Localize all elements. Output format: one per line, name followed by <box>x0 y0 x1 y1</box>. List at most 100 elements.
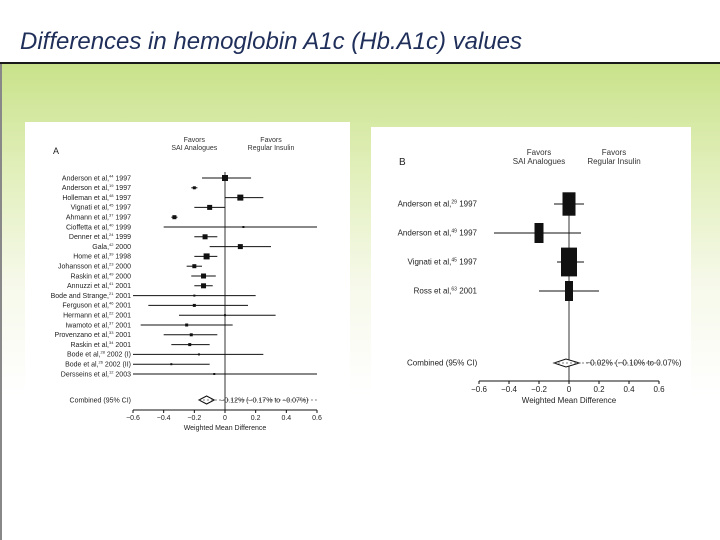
forest-a-combined-diamond <box>197 395 216 405</box>
forest-b-x-tick-label: 0 <box>567 385 572 394</box>
forest-a-study-year: 1999 <box>113 224 131 231</box>
forest-a-x-axis-label: Weighted Mean Difference <box>184 425 267 432</box>
forest-b-study-label: Vignati et al,45 1997 <box>408 258 478 267</box>
forest-a-point-estimate <box>202 234 208 240</box>
forest-a-study-ref: 45 <box>109 203 114 208</box>
forest-a-point-estimate <box>207 204 213 210</box>
forest-a-x-tick-label: −0.4 <box>157 415 171 422</box>
forest-a-study-label: Gala,42 2000 <box>92 242 131 251</box>
forest-a-combined-value: −0.12% (−0.17% to −0.07%) <box>220 397 308 404</box>
forest-b-study-label: Anderson et al,49 1997 <box>398 229 478 238</box>
forest-a-study-year: 1998 <box>113 254 131 261</box>
forest-a-study-ref: 46 <box>109 301 114 306</box>
forest-a-study-label: Ferguson et al,46 2001 <box>62 301 131 310</box>
forest-b-x-tick-label: 0.6 <box>653 385 665 394</box>
forest-a-point-estimate <box>201 273 207 279</box>
forest-plot-a: A Favors SAI Analogues Favors Regular Insuli… <box>51 137 322 432</box>
forest-a-study-name: Ferguson et al, <box>62 303 109 310</box>
forest-a-x-tick-label: 0 <box>223 415 227 422</box>
forest-a-study-label: Bode et al,26 2002 (II) <box>65 360 131 369</box>
forest-a-x-tick-label: 0.2 <box>251 415 261 422</box>
forest-b-study-year: 1997 <box>457 229 478 238</box>
forest-a-point-estimate <box>192 264 197 269</box>
forest-b-x-axis-label: Weighted Mean Difference <box>522 396 617 405</box>
forest-a-x-tick-label: 0.4 <box>281 415 291 422</box>
forest-b-header-1: Favors Regular Insulin <box>587 148 640 166</box>
forest-a-study-ref: 28 <box>100 350 105 355</box>
forest-b-x-tick-label: 0.2 <box>593 385 605 394</box>
forest-a-study-year: 2000 <box>113 264 131 271</box>
forest-a-study-name: Johansson et al, <box>58 264 109 271</box>
forest-a-study-year: 1997 <box>113 215 131 222</box>
forest-a-study-year: 2002 (II) <box>103 362 131 369</box>
title-divider <box>0 62 720 64</box>
forest-a-point-estimate <box>170 363 173 366</box>
forest-a-study-year: 2001 <box>113 303 131 310</box>
forest-a-study-year: 1997 <box>113 195 131 202</box>
forest-a-header-1: Favors Regular Insulin <box>248 137 295 152</box>
forest-a-study-ref: 37 <box>109 320 114 325</box>
forest-a-study-name: Bode et al, <box>67 352 101 359</box>
forest-a-study-name: Home et al, <box>73 254 109 261</box>
forest-a-study-label: Anderson et al,44 1997 <box>62 173 131 182</box>
forest-b-study-ref: 49 <box>451 229 457 235</box>
forest-a-study-label: Annuzzi et al,41 2001 <box>67 281 131 290</box>
forest-a-combined-label: Combined (95% CI) <box>70 397 131 404</box>
forest-b-study-ref: 45 <box>451 258 457 264</box>
forest-a-study-ref: 42 <box>109 242 114 247</box>
forest-a-point-estimate <box>203 253 210 260</box>
forest-a-study-ref: 21 <box>109 291 114 296</box>
forest-a-study-year: 1997 <box>113 205 131 212</box>
forest-plot-b: B Favors SAI Analogues Favors Regular Insuli… <box>398 148 682 405</box>
forest-a-study-year: 2001 <box>113 283 131 290</box>
forest-a-study-label: Ahmann et al,37 1997 <box>66 213 131 222</box>
forest-a-point-estimate <box>197 353 200 356</box>
forest-a-study-label: Raskin et al,34 2001 <box>70 340 131 349</box>
forest-a-study-name: Dersseins et al, <box>61 371 109 378</box>
slide-title: Differences in hemoglobin A1c (Hb.A1c) v… <box>20 28 523 55</box>
forest-a-study-label: Dersseins et al,12 2003 <box>61 369 131 378</box>
forest-a-study-ref: 22 <box>109 311 114 316</box>
forest-a-point-estimate <box>242 226 245 228</box>
forest-a-study-label: Raskin et al,49 2000 <box>70 271 131 280</box>
forest-a-point-estimate <box>192 303 196 307</box>
forest-a-study-year: 2000 <box>113 273 131 280</box>
forest-a-study-ref: 19 <box>109 183 114 188</box>
forest-b-x-tick-label: −0.2 <box>531 385 547 394</box>
forest-a-study-ref: 12 <box>109 369 114 374</box>
forest-a-study-name: Anderson et al, <box>62 185 109 192</box>
forest-a-point-estimate <box>237 244 243 250</box>
forest-b-x-tick-label: −0.4 <box>501 385 517 394</box>
forest-a-study-name: Bode and Strange, <box>51 293 109 300</box>
forest-a-study-name: Provenzano et al, <box>55 332 110 339</box>
forest-a-x-tick-label: −0.2 <box>187 415 201 422</box>
forest-a-study-ref: 37 <box>109 213 114 218</box>
forest-a-point-estimate <box>185 323 189 327</box>
forest-a-study-ref: 48 <box>109 193 114 198</box>
forest-a-study-label: Cioffetta et al,40 1999 <box>66 222 131 231</box>
forest-a-study-year: 2000 <box>113 244 131 251</box>
forest-a-study-label: Johansson et al,23 2000 <box>58 262 131 271</box>
forest-a-study-name: Denner et al, <box>69 234 109 241</box>
forest-b-study-year: 1997 <box>457 258 478 267</box>
forest-a-study-ref: 39 <box>109 252 114 257</box>
forest-a-study-year: 2001 <box>113 313 131 320</box>
forest-a-study-label: Vignati et al,45 1997 <box>71 203 131 212</box>
slide-left-border <box>0 64 2 540</box>
forest-a-study-year: 2001 <box>113 332 131 339</box>
forest-a-study-label: Anderson et al,19 1997 <box>62 183 131 192</box>
forest-a-study-name: Ahmann et al, <box>66 215 109 222</box>
forest-b-point-estimate <box>561 247 577 277</box>
forest-a-study-label: Bode and Strange,21 2001 <box>51 291 131 300</box>
forest-a-study-ref: 41 <box>109 281 114 286</box>
forest-a-point-estimate <box>237 194 244 201</box>
forest-a-study-ref: 24 <box>109 232 114 237</box>
forest-a-study-year: 1997 <box>113 175 131 182</box>
forest-a-study-name: Bode et al, <box>65 362 99 369</box>
forest-a-header-0: Favors SAI Analogues <box>171 137 217 152</box>
forest-a-panel-label: A <box>53 146 59 156</box>
forest-a-study-name: Raskin et al, <box>70 273 109 280</box>
forest-plot-b-panel: B Favors SAI Analogues Favors Regular Insuli… <box>371 127 691 445</box>
forest-a-study-ref: 34 <box>109 340 114 345</box>
forest-a-study-name: Anderson et al, <box>62 175 109 182</box>
